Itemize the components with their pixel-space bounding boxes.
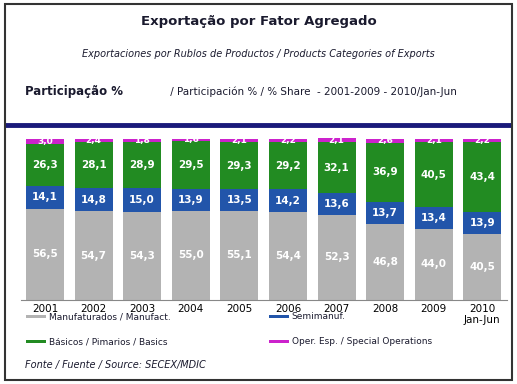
- Bar: [74, 139, 113, 142]
- FancyBboxPatch shape: [268, 341, 289, 343]
- Text: 14,1: 14,1: [32, 192, 58, 202]
- Text: 54,3: 54,3: [129, 251, 155, 261]
- Bar: [366, 143, 404, 202]
- FancyBboxPatch shape: [268, 316, 289, 318]
- Bar: [220, 211, 258, 300]
- Bar: [74, 188, 113, 212]
- FancyBboxPatch shape: [25, 341, 46, 343]
- Text: 13,7: 13,7: [372, 208, 398, 218]
- Bar: [220, 142, 258, 189]
- Bar: [366, 139, 404, 143]
- Text: 26,3: 26,3: [32, 160, 58, 170]
- Bar: [366, 202, 404, 224]
- Text: 13,6: 13,6: [324, 199, 349, 209]
- Bar: [317, 194, 356, 215]
- Text: 14,8: 14,8: [81, 195, 107, 205]
- Text: Manufaturados / Manufact.: Manufaturados / Manufact.: [49, 313, 171, 321]
- Bar: [463, 139, 501, 142]
- Bar: [172, 139, 210, 141]
- Text: 2,1: 2,1: [329, 136, 344, 145]
- Text: 2,4: 2,4: [86, 136, 101, 145]
- Text: 3,0: 3,0: [37, 137, 53, 146]
- Text: 40,5: 40,5: [469, 262, 495, 272]
- Text: 52,3: 52,3: [324, 252, 349, 262]
- Text: 56,5: 56,5: [32, 249, 58, 259]
- Text: Exportaciones por Rublos de Productos / Products Categories of Exports: Exportaciones por Rublos de Productos / …: [82, 49, 435, 59]
- Bar: [172, 141, 210, 189]
- Text: 2,1: 2,1: [232, 136, 247, 145]
- Bar: [269, 142, 307, 189]
- Bar: [123, 141, 161, 188]
- Bar: [220, 139, 258, 142]
- Text: 36,9: 36,9: [372, 167, 398, 177]
- Text: 2,2: 2,2: [475, 136, 490, 145]
- FancyBboxPatch shape: [25, 316, 46, 318]
- Text: 15,0: 15,0: [129, 195, 155, 205]
- Bar: [317, 139, 356, 142]
- Text: 1,8: 1,8: [134, 136, 150, 144]
- Bar: [26, 186, 64, 209]
- Bar: [269, 139, 307, 142]
- Text: 55,1: 55,1: [226, 250, 252, 260]
- Text: 13,9: 13,9: [469, 218, 495, 228]
- Text: Fonte / Fuente / Source: SECEX/MDIC: Fonte / Fuente / Source: SECEX/MDIC: [25, 360, 206, 370]
- Text: 54,7: 54,7: [81, 250, 107, 260]
- Bar: [172, 189, 210, 211]
- Bar: [269, 189, 307, 212]
- Text: 2,6: 2,6: [377, 136, 393, 145]
- Text: 46,8: 46,8: [372, 257, 398, 267]
- Bar: [74, 212, 113, 300]
- Bar: [26, 209, 64, 300]
- Text: 13,4: 13,4: [421, 213, 447, 223]
- Text: Participação %: Participação %: [25, 85, 124, 98]
- Text: Básicos / Pimarios / Basics: Básicos / Pimarios / Basics: [49, 338, 168, 346]
- Bar: [123, 188, 161, 212]
- Text: 1,6: 1,6: [183, 136, 199, 144]
- Text: 13,5: 13,5: [226, 195, 252, 205]
- Text: 2,2: 2,2: [280, 136, 296, 145]
- Text: 28,9: 28,9: [129, 160, 155, 170]
- Bar: [463, 212, 501, 234]
- Bar: [463, 234, 501, 300]
- Bar: [172, 211, 210, 300]
- Text: 14,2: 14,2: [275, 195, 301, 205]
- Text: 28,1: 28,1: [81, 160, 107, 170]
- Text: 55,0: 55,0: [178, 250, 204, 260]
- Bar: [74, 142, 113, 188]
- Bar: [269, 212, 307, 300]
- Bar: [463, 142, 501, 212]
- Text: 40,5: 40,5: [421, 170, 447, 180]
- Text: Oper. Esp. / Special Operations: Oper. Esp. / Special Operations: [292, 338, 432, 346]
- Text: 2,1: 2,1: [426, 136, 442, 145]
- Text: Exportação por Fator Agregado: Exportação por Fator Agregado: [141, 15, 376, 28]
- Bar: [415, 207, 453, 229]
- Bar: [415, 142, 453, 207]
- Text: 54,4: 54,4: [275, 251, 301, 261]
- Text: 29,5: 29,5: [178, 160, 204, 170]
- Text: 32,1: 32,1: [324, 163, 349, 173]
- Bar: [26, 144, 64, 186]
- Bar: [415, 229, 453, 300]
- Bar: [415, 139, 453, 142]
- Text: 29,2: 29,2: [275, 161, 301, 170]
- Text: 29,3: 29,3: [226, 161, 252, 170]
- Bar: [123, 212, 161, 300]
- Text: 44,0: 44,0: [421, 259, 447, 269]
- Bar: [317, 215, 356, 300]
- Text: 43,4: 43,4: [469, 172, 495, 182]
- Text: 13,9: 13,9: [178, 195, 204, 205]
- Bar: [317, 142, 356, 194]
- Bar: [366, 224, 404, 300]
- Bar: [220, 189, 258, 211]
- Text: / Participación % / % Share  - 2001-2009 - 2010/Jan-Jun: / Participación % / % Share - 2001-2009 …: [168, 87, 457, 97]
- Bar: [123, 139, 161, 141]
- Bar: [26, 139, 64, 144]
- Text: Semimanuf.: Semimanuf.: [292, 313, 346, 321]
